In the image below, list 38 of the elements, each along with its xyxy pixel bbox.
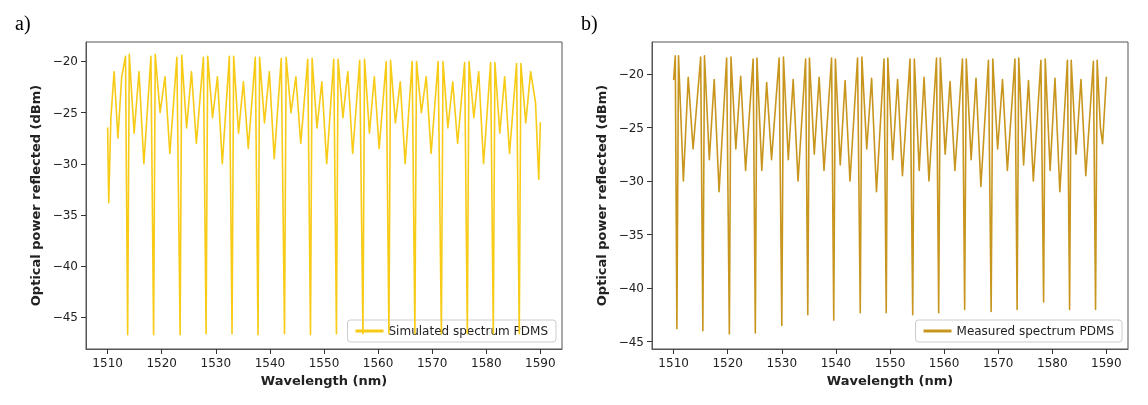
x-tick-label: 1580 (1037, 356, 1068, 370)
x-tick-label: 1550 (874, 356, 906, 370)
y-tick-label: −35 (618, 227, 644, 242)
x-tick-label: 1560 (362, 356, 394, 370)
x-axis-title: Wavelength (nm) (826, 372, 954, 388)
x-tick-label: 1590 (525, 356, 556, 370)
legend-label: Measured spectrum PDMS (956, 324, 1115, 338)
x-tick-label: 1590 (1091, 356, 1122, 370)
x-axis-title: Wavelength (nm) (260, 372, 388, 388)
y-tick-label: −25 (52, 105, 78, 120)
y-tick-label: −45 (52, 310, 78, 325)
x-tick-label: 1530 (200, 356, 232, 370)
x-tick-label: 1540 (820, 356, 852, 370)
x-tick-label: 1580 (471, 356, 502, 370)
y-tick-label: −40 (618, 281, 644, 296)
x-tick-label: 1560 (928, 356, 960, 370)
x-tick-label: 1570 (982, 356, 1014, 370)
y-axis-title: Optical power reflected (dBm) (27, 84, 43, 307)
y-tick-label: −45 (618, 334, 644, 349)
x-tick-label: 1550 (308, 356, 340, 370)
x-tick-label: 1540 (254, 356, 286, 370)
y-tick-label: −40 (52, 259, 78, 274)
y-tick-label: −20 (52, 54, 78, 69)
legend-label: Simulated spectrum PDMS (388, 324, 548, 338)
y-tick-label: −35 (52, 207, 78, 222)
y-axis-title: Optical power reflected (dBm) (593, 84, 609, 307)
chart-title: b) (581, 12, 598, 35)
y-tick-label: −25 (618, 120, 644, 135)
x-tick-label: 1570 (416, 356, 448, 370)
x-tick-label: 1520 (146, 356, 177, 370)
x-tick-label: 1510 (92, 356, 123, 370)
x-tick-label: 1530 (766, 356, 798, 370)
x-tick-label: 1510 (658, 356, 689, 370)
x-tick-label: 1520 (712, 356, 743, 370)
y-tick-label: −30 (52, 156, 78, 171)
chart-title: a) (15, 12, 31, 35)
y-tick-label: −20 (618, 67, 644, 82)
y-tick-label: −30 (618, 174, 644, 189)
